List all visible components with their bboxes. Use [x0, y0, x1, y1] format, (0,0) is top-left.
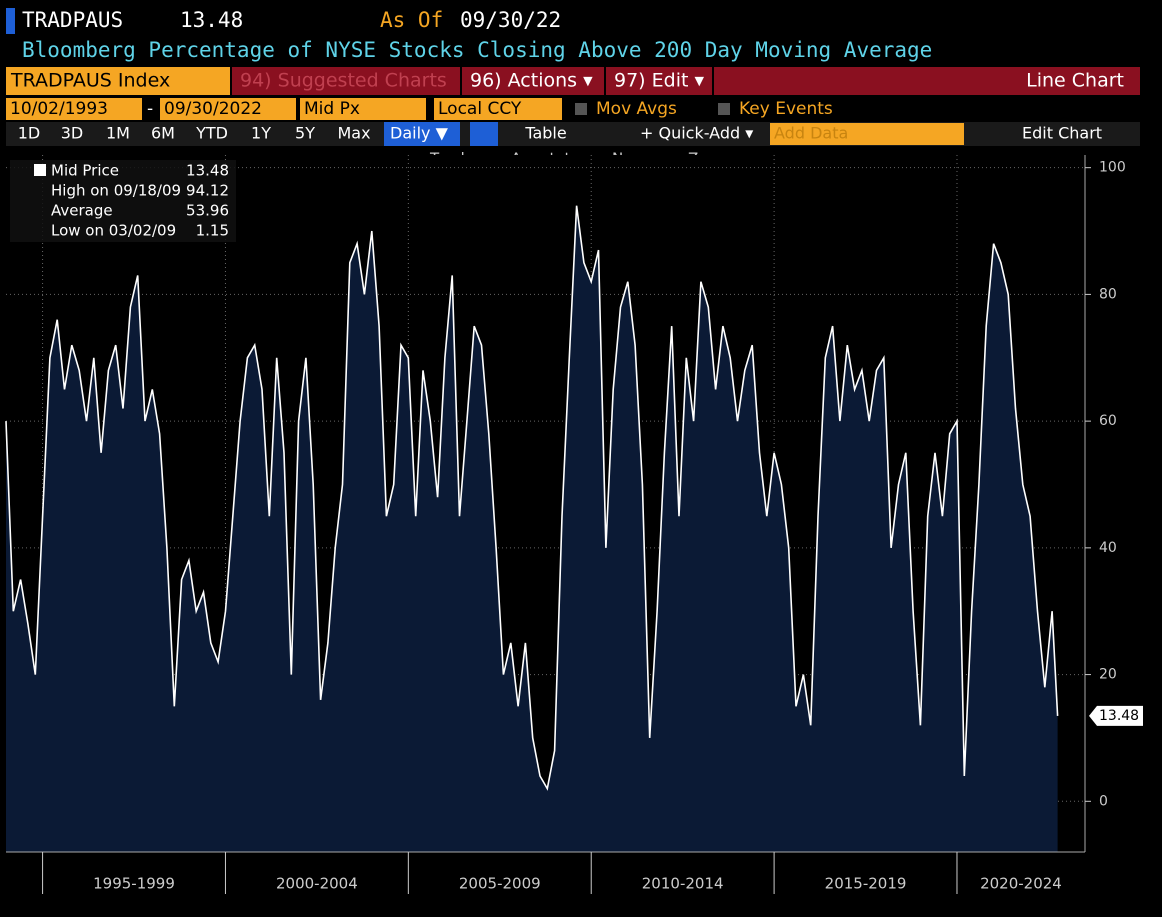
edit-button[interactable] [606, 67, 712, 95]
security-box[interactable] [6, 67, 230, 95]
suggested-button[interactable] [232, 67, 460, 95]
range-button[interactable]: 3D [61, 124, 84, 143]
edit[interactable]: 97) Edit ▾ [614, 70, 704, 92]
legend-label: Low on 03/02/09 [51, 222, 176, 240]
x-tick-label: 2015-2019 [825, 875, 907, 893]
last-value-tag [1089, 705, 1143, 726]
legend-value: 1.15 [196, 222, 229, 240]
x-tick-label: 2000-2004 [276, 875, 358, 893]
checkbox[interactable] [718, 103, 730, 115]
x-tick-label: 2010-2014 [642, 875, 724, 893]
suggested[interactable]: 94) Suggested Charts [240, 70, 447, 92]
y-tick-label: 20 [1099, 667, 1117, 683]
security[interactable]: TRADPAUS Index [10, 70, 170, 92]
table[interactable]: Table [524, 124, 566, 143]
line [5, 205, 1059, 791]
last-price: 13.48 [180, 8, 243, 32]
legend-swatch [34, 164, 46, 176]
start-box[interactable] [6, 98, 142, 120]
chart-kind-bar [714, 67, 1140, 95]
chart-kind: Line Chart [1026, 70, 1124, 92]
legend-value: 94.12 [186, 182, 229, 200]
as-of-date: 09/30/22 [460, 8, 561, 32]
line-icon[interactable] [470, 122, 498, 146]
frequency-button[interactable] [384, 122, 460, 146]
ticker-marker [6, 8, 15, 34]
last-value-label: 13.48 [1099, 708, 1139, 724]
key-events[interactable]: Key Events [739, 99, 833, 119]
currency-box[interactable] [434, 98, 562, 120]
add-data-box[interactable] [770, 123, 964, 145]
legend-label: High on 09/18/09 [51, 182, 181, 200]
y-tick-label: 100 [1099, 160, 1126, 176]
range-button[interactable]: 1D [18, 124, 41, 143]
field[interactable]: Mid Px [304, 99, 360, 119]
legend-label: Average [51, 202, 113, 220]
range-button[interactable]: Max [337, 124, 370, 143]
add-data[interactable]: Add Data [774, 124, 848, 143]
y-tick-label: 40 [1099, 540, 1117, 556]
date-dash: - [147, 99, 153, 119]
range-bar [6, 122, 1140, 146]
frequency[interactable]: Daily ▼ [390, 124, 449, 143]
range-button[interactable]: 6M [151, 124, 175, 143]
mov-avgs[interactable]: Mov Avgs [596, 99, 677, 119]
actions-button[interactable] [462, 67, 604, 95]
quick-add[interactable]: + Quick-Add ▾ [640, 124, 753, 143]
end-date[interactable]: 09/30/2022 [164, 99, 262, 119]
field-box[interactable] [300, 98, 426, 120]
subtitle: Bloomberg Percentage of NYSE Stocks Clos… [22, 38, 932, 62]
range-button[interactable]: 1M [106, 124, 130, 143]
legend-value: 13.48 [186, 162, 229, 180]
start-date[interactable]: 10/02/1993 [10, 99, 108, 119]
range-button[interactable]: 1Y [251, 124, 271, 143]
checkbox[interactable] [575, 103, 587, 115]
ticker: TRADPAUS [22, 8, 123, 32]
range-button[interactable]: 5Y [295, 124, 315, 143]
y-tick-label: 80 [1099, 286, 1117, 302]
x-tick-label: 2020-2024 [980, 875, 1062, 893]
end-box[interactable] [160, 98, 296, 120]
range-button[interactable]: YTD [195, 124, 228, 143]
currency[interactable]: Local CCY [438, 99, 522, 119]
edit-chart[interactable]: Edit Chart [1022, 124, 1102, 143]
y-tick-label: 0 [1099, 793, 1108, 809]
y-tick-label: 60 [1099, 413, 1117, 429]
legend-box [10, 160, 236, 242]
legend-value: 53.96 [186, 202, 229, 220]
actions[interactable]: 96) Actions ▾ [470, 70, 593, 92]
x-tick-label: 2005-2009 [459, 875, 541, 893]
x-tick-label: 1995-1999 [93, 875, 175, 893]
as-of-label: As Of [380, 8, 443, 32]
legend-label: Mid Price [51, 162, 119, 180]
